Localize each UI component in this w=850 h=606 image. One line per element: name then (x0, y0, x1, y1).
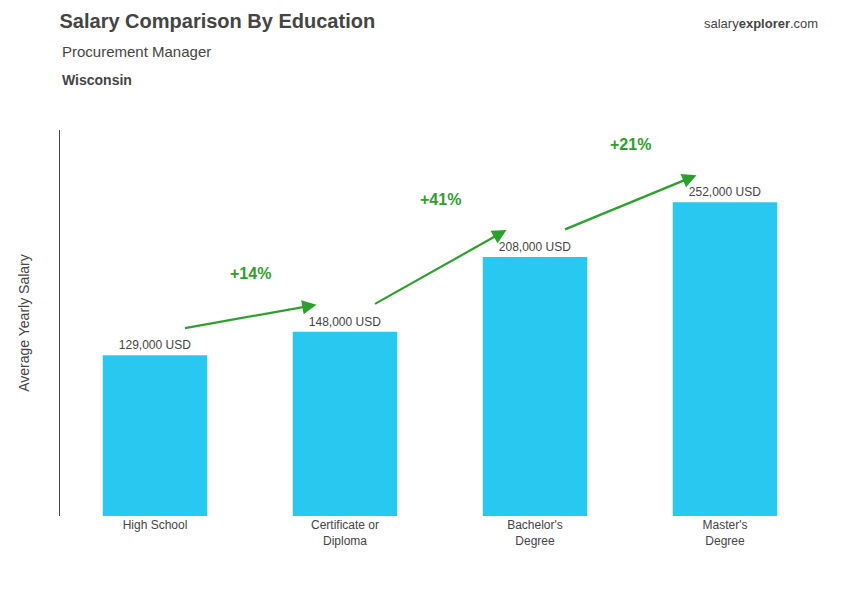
svg-text:Average Yearly Salary: Average Yearly Salary (16, 254, 32, 392)
svg-text:+41%: +41% (420, 191, 461, 208)
svg-text:Procurement Manager: Procurement Manager (62, 43, 211, 60)
svg-text:salaryexplorer.com: salaryexplorer.com (704, 16, 818, 31)
svg-text:Master'sDegree: Master'sDegree (703, 518, 748, 548)
svg-text:148,000 USD: 148,000 USD (309, 315, 381, 329)
svg-text:Certificate orDiploma: Certificate orDiploma (311, 518, 379, 548)
svg-text:Wisconsin: Wisconsin (62, 72, 132, 88)
svg-text:252,000 USD: 252,000 USD (689, 185, 761, 199)
svg-text:Salary Comparison By Education: Salary Comparison By Education (60, 10, 376, 32)
svg-text:Bachelor'sDegree: Bachelor'sDegree (507, 518, 563, 548)
svg-text:High School: High School (123, 518, 188, 532)
svg-text:+14%: +14% (230, 265, 271, 282)
svg-text:129,000 USD: 129,000 USD (119, 338, 191, 352)
svg-text:+21%: +21% (610, 136, 651, 153)
svg-text:208,000 USD: 208,000 USD (499, 240, 571, 254)
